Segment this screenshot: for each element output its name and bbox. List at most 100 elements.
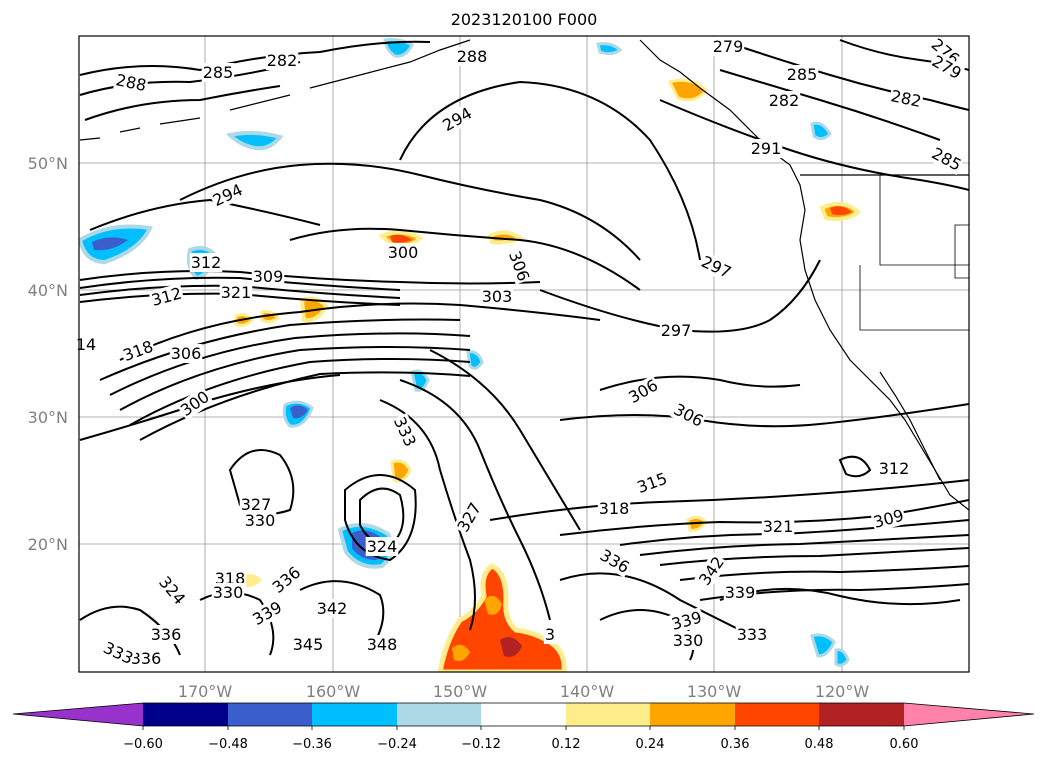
colorbar-tick-label: 0.36 bbox=[721, 737, 750, 752]
colorbar-segment bbox=[735, 703, 819, 726]
contour-label-background bbox=[504, 247, 534, 285]
contour-label: 279 bbox=[713, 37, 744, 56]
anomaly-patch bbox=[484, 595, 502, 615]
anomaly-patch bbox=[383, 38, 415, 58]
colorbar-tick-label: 0.60 bbox=[890, 737, 919, 752]
contour-label-background bbox=[785, 65, 819, 84]
contour-label: 330 bbox=[245, 511, 276, 530]
contour-label-background bbox=[201, 63, 235, 82]
contour-label-background bbox=[189, 253, 223, 272]
contour-label: 285 bbox=[203, 63, 234, 82]
contour-label-background bbox=[735, 625, 769, 644]
colorbar-tick-label: 0.12 bbox=[552, 737, 581, 752]
contour-line bbox=[399, 80, 701, 261]
contour-line bbox=[89, 198, 321, 231]
anomaly-patch bbox=[500, 637, 522, 657]
anomaly-patch bbox=[830, 206, 852, 216]
colorbar-tick-label: −0.36 bbox=[292, 737, 332, 752]
contour-label-background bbox=[219, 283, 253, 302]
contour-label: 306 bbox=[171, 344, 202, 363]
contour-label-background bbox=[149, 625, 183, 644]
contour-label-background bbox=[694, 552, 729, 590]
contour-label: 318 bbox=[599, 499, 630, 518]
contour-label-background bbox=[129, 649, 163, 668]
colorbar-tick-label: −0.24 bbox=[377, 737, 417, 752]
anomaly-patch bbox=[810, 121, 832, 141]
contour-label-background bbox=[711, 37, 745, 56]
contour-label: 348 bbox=[367, 635, 398, 654]
colorbar-tick-label: 0.24 bbox=[636, 737, 665, 752]
coastline-alaska bbox=[79, 39, 471, 141]
anomaly-patch bbox=[810, 633, 836, 658]
contour-line bbox=[489, 479, 969, 521]
colorbar-segment bbox=[397, 703, 481, 726]
contour-label: 330 bbox=[673, 631, 704, 650]
contour-label: 285 bbox=[787, 65, 818, 84]
contour-label-background bbox=[927, 143, 966, 176]
contour-line bbox=[119, 346, 471, 411]
contour-line bbox=[719, 39, 969, 111]
coastline-baja bbox=[879, 371, 941, 481]
coastline-north-america bbox=[639, 39, 969, 511]
contour-line bbox=[719, 69, 941, 141]
colorbar-segment bbox=[819, 703, 904, 726]
contour-label-background bbox=[749, 139, 783, 158]
contour-label: 321 bbox=[763, 517, 794, 536]
contour-line bbox=[639, 534, 969, 556]
contour-label-background bbox=[386, 243, 420, 262]
contour-label-background bbox=[671, 631, 705, 650]
map-frame bbox=[78, 35, 970, 673]
contour-label: 330 bbox=[213, 583, 244, 602]
lat-label: 40°N bbox=[28, 281, 68, 300]
anomaly-patch bbox=[390, 234, 412, 243]
contour-label: 312 bbox=[879, 459, 910, 478]
contour-line bbox=[79, 40, 431, 76]
contour-label: 288 bbox=[457, 47, 488, 66]
contour-label: 342 bbox=[317, 599, 348, 618]
contour-label-background bbox=[543, 625, 557, 644]
contour-line bbox=[399, 379, 551, 621]
anomaly-patch bbox=[390, 459, 412, 483]
lon-label: 140°W bbox=[560, 682, 615, 701]
contour-line bbox=[344, 474, 417, 562]
contour-label-background bbox=[315, 599, 349, 618]
contour-label: 321 bbox=[221, 283, 252, 302]
contour-label-background bbox=[243, 511, 277, 530]
lat-label: 30°N bbox=[28, 408, 68, 427]
contour-label: 336 bbox=[131, 649, 162, 668]
anomaly-patch bbox=[290, 405, 308, 419]
contour-label-background bbox=[888, 85, 925, 112]
colorbar-tick-label: −0.48 bbox=[208, 737, 248, 752]
colorbar-segment bbox=[228, 703, 312, 726]
contour-label-background bbox=[265, 51, 299, 70]
contour-label: 297 bbox=[661, 321, 692, 340]
contour-label-background bbox=[669, 399, 708, 432]
contour-line bbox=[179, 162, 641, 261]
contour-label-background bbox=[761, 517, 795, 536]
anomaly-patch bbox=[225, 130, 284, 151]
lon-label: 150°W bbox=[433, 682, 488, 701]
contour-label-background bbox=[438, 102, 477, 136]
contour-line bbox=[559, 572, 761, 641]
contour-label-background bbox=[389, 412, 421, 451]
contour-label-background bbox=[99, 637, 138, 669]
contour-label: 309 bbox=[253, 267, 284, 286]
contour-label: 303 bbox=[482, 287, 513, 306]
map-panel: 288 285 282 288 279 285 282 276 279 282 … bbox=[74, 34, 970, 673]
state-borders bbox=[859, 175, 969, 331]
contour-line bbox=[838, 455, 872, 478]
contour-label-background bbox=[208, 179, 247, 211]
contour-label-background bbox=[148, 283, 185, 311]
contour-line bbox=[379, 399, 476, 631]
colorbar-segment bbox=[650, 703, 735, 726]
contour-label-background bbox=[119, 336, 157, 366]
contour-line bbox=[719, 587, 961, 606]
anomaly-patch bbox=[92, 237, 128, 251]
contour-label-background bbox=[239, 495, 273, 514]
colorbar-tick-label: −0.12 bbox=[461, 737, 501, 752]
colorbar-min-extension bbox=[13, 703, 143, 726]
contour-line bbox=[299, 580, 385, 651]
contour-labels: 288 285 282 288 279 285 282 276 279 282 … bbox=[74, 34, 966, 669]
contour-line bbox=[119, 302, 601, 361]
